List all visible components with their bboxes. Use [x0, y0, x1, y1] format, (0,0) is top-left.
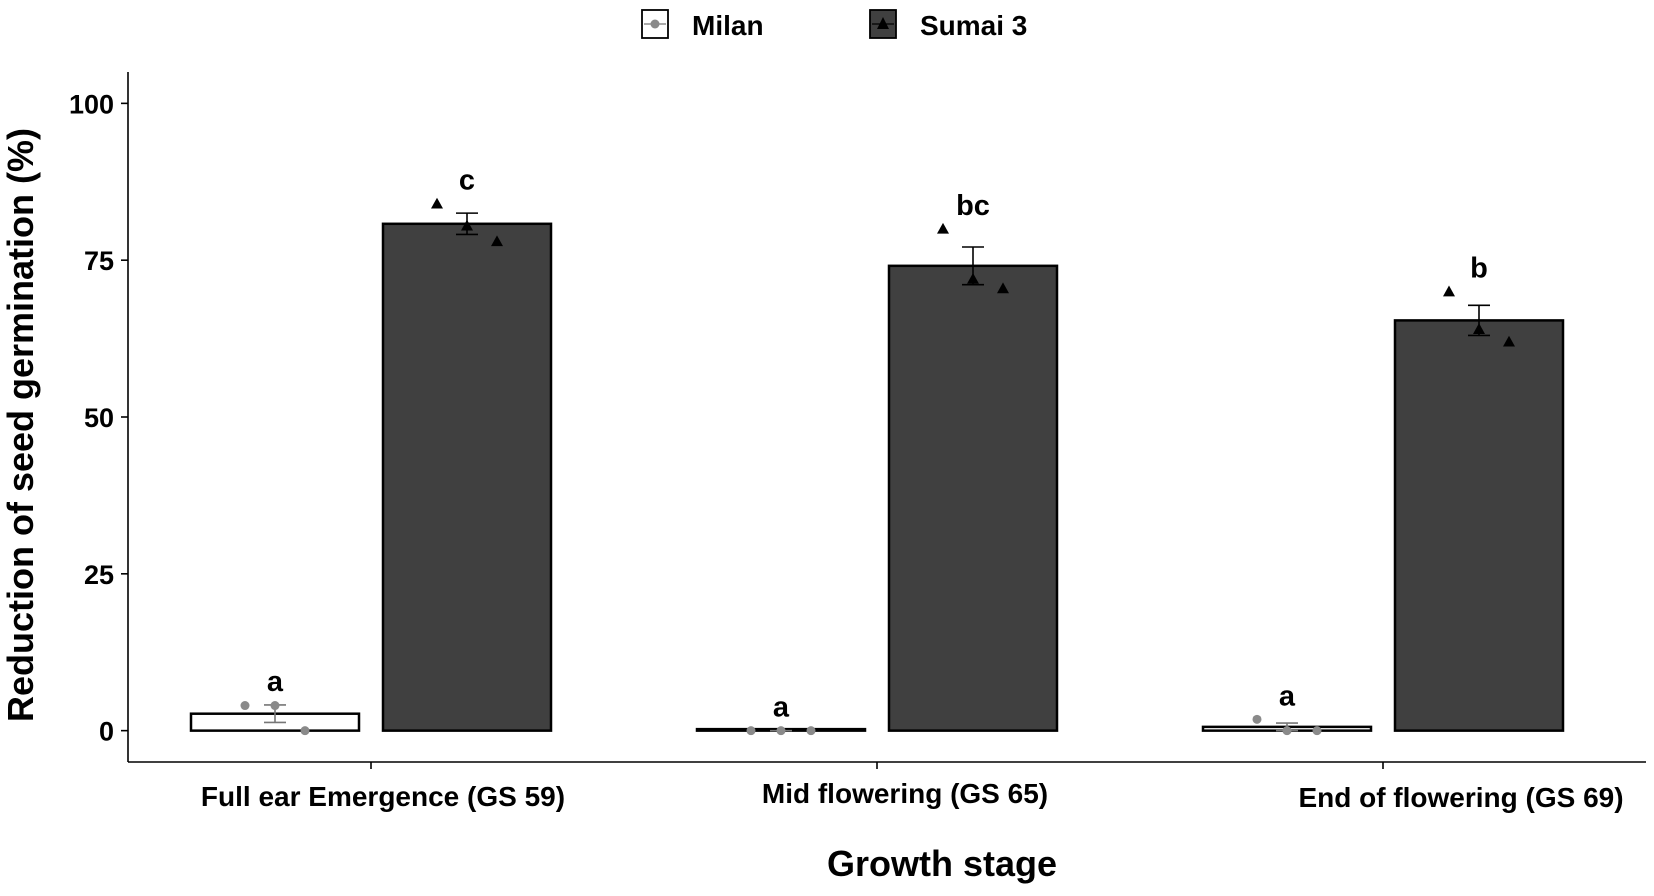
data-point	[937, 222, 949, 234]
axes: 0 25 50 75 100 Full ear Emergence (GS 59) Mid …	[69, 72, 1646, 813]
y-tick-label: 75	[84, 246, 114, 276]
y-tick-label: 25	[84, 560, 114, 590]
x-tick-label: End of flowering (GS 69)	[1298, 782, 1623, 813]
significance-label: b	[1470, 253, 1488, 285]
bar-sumai-3	[1393, 319, 1565, 732]
x-tick-label: Full ear Emergence (GS 59)	[201, 781, 565, 812]
data-point	[1473, 323, 1485, 334]
data-point	[270, 701, 280, 711]
significance-label: c	[459, 165, 475, 197]
significance-label: a	[773, 692, 790, 724]
data-point	[806, 726, 816, 736]
data-point	[431, 197, 443, 209]
data-point	[240, 701, 250, 711]
significance-label: a	[267, 666, 284, 698]
significance-label: bc	[956, 190, 990, 222]
data-point	[746, 726, 756, 736]
x-tick-label: Mid flowering (GS 65)	[762, 778, 1048, 809]
data-point	[491, 235, 503, 247]
legend-marker	[877, 17, 889, 29]
y-tick-label: 100	[69, 89, 114, 119]
data-point	[1252, 714, 1262, 724]
y-tick-label: 0	[99, 717, 114, 747]
data-points	[240, 197, 1515, 736]
legend-label: Milan	[692, 10, 764, 41]
x-axis-title: Growth stage	[827, 843, 1057, 884]
bar-sumai-3	[381, 222, 553, 732]
bars	[189, 222, 1565, 732]
data-point	[1503, 335, 1515, 347]
y-tick-label: 50	[84, 403, 114, 433]
bar-sumai-3	[887, 264, 1059, 732]
data-point	[997, 282, 1009, 294]
data-point	[300, 726, 310, 736]
data-point	[776, 726, 786, 736]
data-point	[967, 273, 979, 284]
data-point	[461, 219, 473, 231]
legend-label: Sumai 3	[920, 10, 1027, 41]
legend: Milan Sumai 3	[641, 9, 1027, 41]
data-point	[1443, 285, 1455, 297]
data-point	[1312, 726, 1322, 736]
data-point	[1282, 726, 1292, 736]
significance-labels: a c a bc a b	[267, 165, 1488, 724]
legend-marker	[650, 19, 660, 29]
y-axis-title: Reduction of seed germination (%)	[0, 128, 41, 722]
significance-label: a	[1279, 680, 1296, 712]
